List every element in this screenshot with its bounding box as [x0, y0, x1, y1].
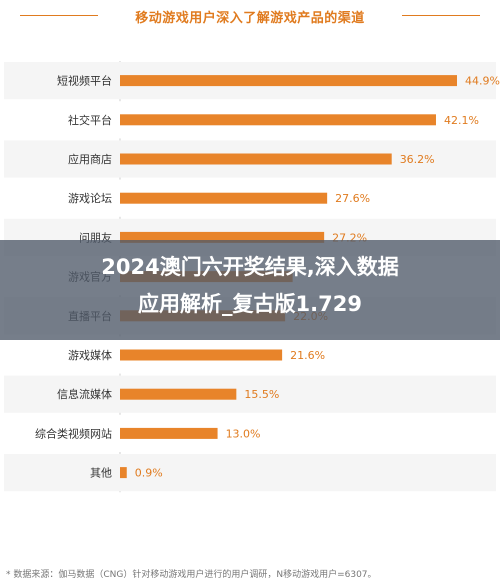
data-source-footnote: * 数据来源：伽马数据（CNG）针对移动游戏用户进行的用户调研，N移动游戏用户=…	[6, 570, 377, 580]
value-label: 27.6%	[335, 192, 370, 205]
value-label: 44.9%	[465, 75, 500, 88]
value-label: 0.9%	[135, 467, 163, 480]
value-label: 15.5%	[244, 388, 279, 401]
bar	[120, 231, 325, 243]
title-overlay-banner	[0, 240, 500, 340]
row-background	[4, 375, 496, 413]
bar	[120, 75, 457, 87]
bar	[120, 467, 127, 479]
category-label: 游戏媒体	[68, 348, 112, 362]
category-label: 其他	[90, 467, 112, 480]
category-label: 社交平台	[68, 113, 112, 127]
bar	[120, 192, 328, 204]
title-left-rule	[20, 15, 98, 16]
row-background	[4, 414, 496, 452]
bar	[120, 153, 392, 165]
bar	[120, 349, 283, 361]
title-right-rule	[402, 15, 480, 16]
category-label: 短视频平台	[57, 74, 112, 88]
value-label: 42.1%	[444, 114, 479, 127]
chart-title: 移动游戏用户深入了解游戏产品的渠道	[135, 11, 365, 26]
category-label: 信息流媒体	[57, 387, 112, 401]
bar	[120, 427, 218, 439]
category-label: 应用商店	[68, 152, 112, 166]
value-label: 36.2%	[400, 153, 435, 166]
chart-title-bar: 移动游戏用户深入了解游戏产品的渠道	[0, 0, 500, 34]
bar	[120, 388, 237, 400]
overlay-title: 2024澳门六开奖结果,深入数据 应用解析_复古版1.729	[0, 249, 500, 323]
value-label: 13.0%	[226, 427, 261, 440]
category-label: 游戏论坛	[68, 191, 112, 205]
category-label: 综合类视频网站	[35, 426, 112, 440]
row-background	[4, 454, 496, 492]
bar	[120, 114, 436, 126]
value-label: 21.6%	[290, 349, 325, 362]
overlay-title-line1: 2024澳门六开奖结果,深入数据	[101, 255, 399, 279]
overlay-title-line2: 应用解析_复古版1.729	[138, 292, 362, 316]
